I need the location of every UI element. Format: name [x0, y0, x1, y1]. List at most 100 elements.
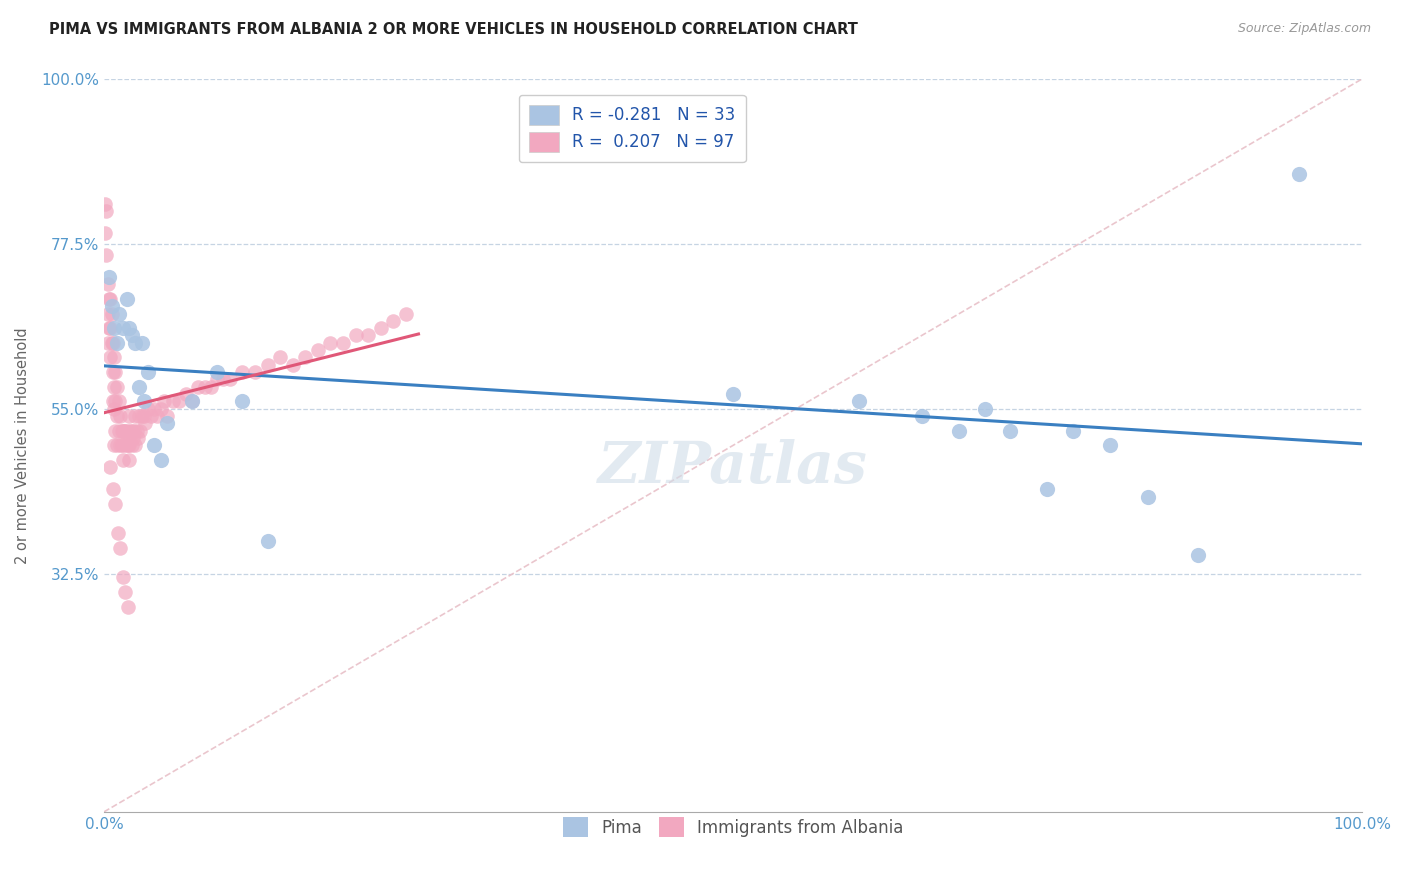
Point	[136, 401, 159, 416]
Point	[256, 358, 278, 372]
Point	[153, 394, 176, 409]
Point	[370, 321, 392, 335]
Point	[125, 424, 148, 438]
Point	[108, 424, 131, 438]
Point	[139, 409, 162, 423]
Point	[110, 424, 132, 438]
Point	[134, 417, 156, 431]
Point	[101, 483, 124, 497]
Point	[98, 292, 121, 306]
Point	[114, 424, 136, 438]
Point	[998, 424, 1021, 438]
Point	[149, 453, 172, 467]
Point	[294, 351, 316, 365]
Point	[127, 431, 149, 445]
Point	[1187, 549, 1209, 563]
Point	[100, 335, 122, 350]
Point	[307, 343, 329, 358]
Point	[111, 424, 134, 438]
Point	[101, 394, 124, 409]
Point	[118, 409, 141, 423]
Point	[156, 417, 179, 431]
Point	[134, 409, 156, 423]
Point	[948, 424, 970, 438]
Point	[721, 387, 744, 401]
Point	[395, 306, 418, 320]
Point	[231, 365, 253, 379]
Point	[110, 409, 132, 423]
Point	[149, 401, 172, 416]
Point	[122, 424, 145, 438]
Point	[104, 424, 127, 438]
Point	[110, 438, 132, 452]
Point	[98, 269, 121, 284]
Point	[231, 394, 253, 409]
Point	[98, 292, 121, 306]
Point	[1137, 490, 1160, 504]
Point	[115, 424, 138, 438]
Point	[973, 401, 995, 416]
Point	[205, 372, 228, 386]
Point	[98, 460, 121, 475]
Point	[104, 497, 127, 511]
Point	[357, 328, 380, 343]
Point	[105, 409, 128, 423]
Point	[97, 277, 120, 292]
Point	[124, 335, 146, 350]
Point	[111, 321, 134, 335]
Point	[911, 409, 934, 423]
Point	[112, 438, 135, 452]
Point	[121, 438, 143, 452]
Point	[103, 380, 125, 394]
Point	[382, 314, 405, 328]
Point	[115, 438, 138, 452]
Point	[212, 372, 235, 386]
Point	[1099, 438, 1122, 452]
Point	[218, 372, 240, 386]
Text: PIMA VS IMMIGRANTS FROM ALBANIA 2 OR MORE VEHICLES IN HOUSEHOLD CORRELATION CHAR: PIMA VS IMMIGRANTS FROM ALBANIA 2 OR MOR…	[49, 22, 858, 37]
Point	[124, 409, 146, 423]
Point	[120, 424, 142, 438]
Point	[243, 365, 266, 379]
Point	[122, 431, 145, 445]
Y-axis label: 2 or more Vehicles in Household: 2 or more Vehicles in Household	[15, 327, 30, 564]
Point	[344, 328, 367, 343]
Point	[107, 526, 129, 541]
Point	[108, 306, 131, 320]
Text: Source: ZipAtlas.com: Source: ZipAtlas.com	[1237, 22, 1371, 36]
Point	[103, 321, 125, 335]
Point	[194, 380, 217, 394]
Point	[103, 438, 125, 452]
Point	[121, 328, 143, 343]
Point	[111, 453, 134, 467]
Point	[205, 365, 228, 379]
Point	[110, 438, 132, 452]
Point	[174, 387, 197, 401]
Point	[146, 409, 169, 423]
Point	[105, 335, 128, 350]
Point	[100, 299, 122, 313]
Point	[105, 438, 128, 452]
Point	[96, 248, 118, 262]
Point	[200, 380, 222, 394]
Point	[98, 321, 121, 335]
Point	[1036, 483, 1059, 497]
Point	[181, 394, 204, 409]
Point	[104, 394, 127, 409]
Point	[848, 394, 870, 409]
Point	[94, 196, 117, 211]
Point	[115, 292, 138, 306]
Point	[94, 226, 117, 240]
Point	[101, 365, 124, 379]
Point	[103, 351, 125, 365]
Point	[269, 351, 291, 365]
Point	[256, 533, 278, 548]
Legend: Pima, Immigrants from Albania: Pima, Immigrants from Albania	[557, 810, 910, 844]
Point	[112, 424, 135, 438]
Point	[118, 321, 141, 335]
Point	[124, 438, 146, 452]
Point	[117, 599, 139, 614]
Point	[143, 438, 166, 452]
Point	[181, 394, 204, 409]
Point	[114, 585, 136, 599]
